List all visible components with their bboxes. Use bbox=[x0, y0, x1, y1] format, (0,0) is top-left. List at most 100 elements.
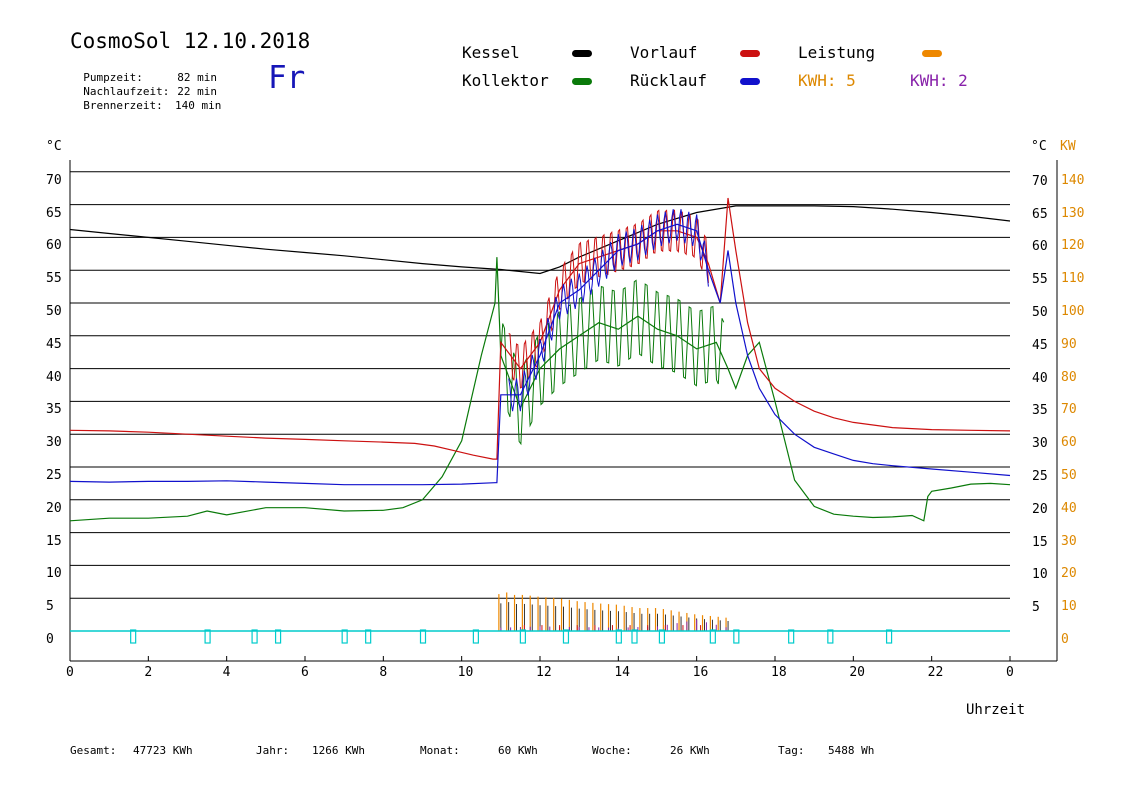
x-tick-label: 8 bbox=[379, 665, 388, 680]
x-tick-label: 0 bbox=[66, 665, 74, 680]
pump-marker bbox=[274, 629, 282, 644]
y-tick-label-right: 20 bbox=[1032, 501, 1048, 517]
y-tick-label-right: 30 bbox=[1032, 436, 1048, 452]
legend-kollektor-swatch bbox=[572, 78, 592, 85]
y-axis-unit-right: °C bbox=[1031, 139, 1047, 154]
x-tick-label: 4 bbox=[222, 665, 231, 680]
legend-kessel-label: Kessel bbox=[462, 43, 520, 62]
footer-monat-value: 60 KWh bbox=[498, 744, 538, 757]
footer-woche-label: Woche: bbox=[592, 744, 632, 757]
info-value: 140 min bbox=[175, 99, 222, 112]
info-value: 22 min bbox=[177, 85, 217, 98]
info-row-brennerzeit: Brennerzeit: 140 min bbox=[70, 86, 221, 112]
y-tick-label-right: 65 bbox=[1032, 206, 1048, 222]
info-value: 82 min bbox=[177, 71, 217, 84]
y-tick-label-kw: 0 bbox=[1061, 632, 1069, 647]
info-label: Pumpzeit: bbox=[83, 71, 143, 84]
y-tick-label-kw: 70 bbox=[1061, 402, 1077, 418]
y-tick-label-kw: 110 bbox=[1061, 271, 1085, 287]
footer-tag-value: 5488 Wh bbox=[828, 744, 875, 757]
pump-marker bbox=[615, 629, 622, 644]
y-tick-label-right: 35 bbox=[1032, 403, 1048, 419]
y-tick-label-right: 50 bbox=[1032, 305, 1048, 320]
y-tick-label-kw: 100 bbox=[1061, 304, 1085, 319]
y-tick-label-kw: 40 bbox=[1061, 500, 1077, 516]
y-tick-label-left: 45 bbox=[46, 336, 62, 352]
y-tick-label-right: 10 bbox=[1032, 567, 1048, 583]
legend-ruecklauf-swatch bbox=[740, 78, 760, 85]
y-tick-label-kw: 140 bbox=[1061, 172, 1085, 188]
y-tick-label-right: 15 bbox=[1032, 534, 1048, 550]
footer-tag-label: Tag: bbox=[778, 744, 805, 757]
y-tick-label-left: 35 bbox=[46, 402, 62, 418]
y-tick-label-kw: 120 bbox=[1061, 238, 1085, 254]
y-tick-label-left: 25 bbox=[46, 468, 62, 483]
legend-vorlauf-label: Vorlauf bbox=[630, 43, 698, 62]
x-tick-label: 2 bbox=[144, 665, 153, 680]
x-tick-label: 18 bbox=[771, 665, 787, 680]
y-tick-label-right: 40 bbox=[1032, 370, 1048, 386]
x-tick-label: 16 bbox=[692, 665, 709, 680]
pump-marker bbox=[251, 629, 258, 644]
pump-marker bbox=[204, 629, 211, 644]
series-lines bbox=[69, 197, 1011, 631]
y-tick-label-left: 15 bbox=[46, 533, 62, 549]
legend-kwh-orange: KWH: 5 bbox=[798, 71, 856, 90]
pump-marker bbox=[341, 629, 348, 644]
legend-ruecklauf-label: Rücklauf bbox=[630, 71, 708, 90]
y-tick-label-kw: 80 bbox=[1061, 369, 1077, 385]
legend-kessel-swatch bbox=[572, 50, 592, 57]
pump-marker bbox=[885, 629, 893, 644]
legend-leistung-label: Leistung bbox=[798, 43, 876, 62]
y-tick-label-right: 45 bbox=[1032, 337, 1048, 353]
series-osc-kollektor bbox=[500, 279, 725, 446]
y-tick-label-left: 55 bbox=[46, 271, 62, 287]
pump-marker bbox=[419, 629, 427, 644]
series-line-r-cklauf bbox=[69, 223, 1011, 486]
x-tick-label: 20 bbox=[849, 665, 865, 680]
pump-marker bbox=[709, 629, 716, 644]
series-line-kessel bbox=[69, 205, 1011, 275]
footer-jahr-label: Jahr: bbox=[256, 744, 290, 757]
x-tick-label: 6 bbox=[301, 665, 309, 680]
y-axis-unit-kw: KW bbox=[1060, 139, 1076, 154]
series-line-kollektor bbox=[69, 257, 1011, 522]
y-tick-label-right: 60 bbox=[1032, 239, 1048, 255]
pump-marker bbox=[631, 629, 638, 644]
pump-markers bbox=[70, 629, 1010, 644]
y-tick-label-right: 70 bbox=[1032, 173, 1048, 189]
footer-monat-label: Monat: bbox=[420, 744, 460, 757]
y-tick-label-left: 70 bbox=[46, 172, 62, 188]
y-tick-label-right: 55 bbox=[1032, 272, 1048, 288]
pump-marker bbox=[733, 629, 740, 644]
series-osc-ruecklauf bbox=[508, 209, 709, 412]
y-tick-label-left: 40 bbox=[46, 369, 62, 385]
info-label: Nachlaufzeit: bbox=[83, 85, 170, 98]
pump-marker bbox=[472, 629, 479, 644]
x-tick-label: 12 bbox=[536, 665, 552, 680]
pump-marker bbox=[130, 629, 137, 644]
pump-marker bbox=[365, 629, 372, 644]
info-row-nachlaufzeit: Nachlaufzeit: 22 min bbox=[70, 72, 217, 98]
x-tick-label: 0 bbox=[1006, 665, 1014, 680]
legend-leistung-swatch bbox=[922, 50, 942, 57]
info-row-pumpzeit: Pumpzeit: 82 min bbox=[70, 58, 217, 84]
grid-lines bbox=[70, 171, 1010, 599]
y-tick-label-left: 0 bbox=[46, 632, 54, 647]
series-line-vorlauf bbox=[69, 197, 1011, 460]
page-title: CosmoSol 12.10.2018 bbox=[70, 29, 311, 53]
y-axis-unit-left: °C bbox=[46, 139, 62, 154]
axes bbox=[69, 160, 1058, 662]
legend-vorlauf-swatch bbox=[740, 50, 760, 57]
y-tick-label-kw: 90 bbox=[1061, 336, 1077, 352]
pump-marker bbox=[827, 629, 834, 644]
y-tick-label-left: 5 bbox=[46, 599, 54, 615]
y-tick-label-left: 30 bbox=[46, 435, 62, 451]
x-axis-label: Uhrzeit bbox=[966, 702, 1026, 718]
footer-jahr-value: 1266 KWh bbox=[312, 744, 365, 757]
footer-woche-value: 26 KWh bbox=[670, 744, 710, 757]
y-tick-label-left: 60 bbox=[46, 238, 62, 254]
y-tick-label-kw: 20 bbox=[1061, 566, 1077, 582]
y-tick-label-left: 20 bbox=[46, 500, 62, 516]
pump-marker bbox=[562, 629, 570, 644]
